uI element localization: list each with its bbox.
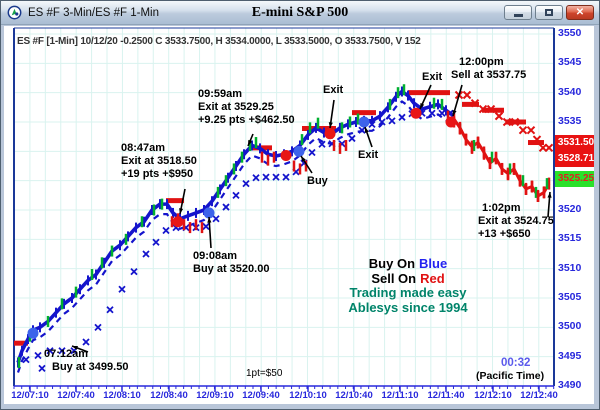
- restore-icon: [545, 9, 553, 16]
- sell-marker: [324, 128, 336, 140]
- buy-marker: [293, 145, 305, 157]
- annotation-buy-0712: 07:12am Buy at 3499.50: [44, 348, 129, 373]
- restore-button[interactable]: [535, 5, 563, 20]
- y-axis-label: 3535: [558, 115, 582, 127]
- minimize-icon: [513, 14, 523, 17]
- legend-buy-line: Buy On Blue: [368, 256, 448, 271]
- exit-label-1: Exit: [323, 84, 344, 96]
- annotation-exit-0102: 1:02pm Exit at 3524.75 +13 +$650: [478, 202, 554, 240]
- y-axis-label: 3505: [558, 291, 582, 303]
- y-axis-label: 3515: [558, 232, 582, 245]
- y-axis-label: 3490: [558, 379, 582, 391]
- x-axis-label: 12/11:10: [381, 390, 419, 401]
- x-axis-label: 12/08:10: [103, 390, 141, 401]
- x-axis-label: 12/10:40: [335, 390, 373, 401]
- annotation-exit-0847: 08:47am Exit at 3518.50 +19 pts +$950: [121, 142, 197, 180]
- price-flag: 3531.50: [555, 134, 594, 151]
- x-axis-label: 12/12:10: [474, 390, 512, 401]
- window-title-left: ES #F 3-Min/ES #F 1-Min: [28, 6, 160, 19]
- buy-label: Buy: [307, 175, 328, 187]
- annotation-exit-0959: 09:59am Exit at 3529.25 +9.25 pts +$462.…: [198, 88, 295, 126]
- clock: 00:32: [501, 357, 531, 369]
- resistance-dashes: [14, 90, 544, 346]
- y-axis-label: 3550: [558, 27, 582, 39]
- legend-sell-line: Sell On Red: [371, 270, 445, 286]
- y-axis-label: 3520: [558, 203, 582, 215]
- chart-canvas: ES #F [1-Min] 10/12/20 -0.2500 C 3533.75…: [4, 26, 594, 404]
- trade-markers: [27, 107, 457, 339]
- price-up-series: [16, 86, 456, 368]
- buy-marker: [358, 116, 370, 128]
- x-axis-label: 12/10:10: [289, 390, 327, 401]
- x-axis-label: 12/07:10: [11, 390, 49, 401]
- close-icon: ✕: [575, 7, 585, 18]
- buy-marker: [27, 327, 39, 339]
- support-x-line: [22, 109, 454, 373]
- plot-border: [13, 27, 555, 386]
- quote-header: ES #F [1-Min] 10/12/20 -0.2500 C 3533.75…: [17, 36, 421, 47]
- resistance-x-line: [454, 90, 554, 153]
- price-flag: 3525.25: [555, 171, 594, 188]
- x-axis-label: 12/12:40: [520, 390, 558, 401]
- legend-tagline-1: Trading made easy: [349, 285, 467, 300]
- annotation-buy-0908: 09:08am Buy at 3520.00: [193, 250, 270, 275]
- sell-marker: [172, 216, 184, 228]
- legend-tagline-2: Ablesys since 1994: [348, 299, 468, 315]
- window-titlebar[interactable]: ES #F 3-Min/ES #F 1-Min E-mini S&P 500 ✕: [1, 1, 599, 25]
- price-chart: [13, 27, 555, 392]
- exit-label-3: Exit: [422, 71, 443, 83]
- x-axis-label: 12/11:40: [427, 390, 465, 401]
- exit-label-2: Exit: [358, 149, 379, 161]
- x-axis-label: 12/08:40: [150, 390, 188, 401]
- close-button[interactable]: ✕: [566, 5, 594, 20]
- sell-marker: [280, 149, 292, 161]
- window-controls: ✕: [504, 5, 594, 20]
- promo-legend: Buy On Blue Sell On Red Trading made easy …: [322, 256, 494, 315]
- annotation-arrows: [71, 84, 552, 353]
- annotation-sell-1200: 12:00pm Sell at 3537.75: [451, 56, 527, 81]
- y-axis-label: 3495: [558, 349, 582, 362]
- timezone-label: (Pacific Time): [476, 370, 545, 382]
- y-axis-label: 3510: [558, 261, 582, 274]
- sell-marker: [445, 116, 457, 128]
- minimize-button[interactable]: [504, 5, 532, 20]
- point-value-note: 1pt=$50: [246, 368, 283, 379]
- y-axis-label: 3540: [558, 85, 582, 98]
- buy-marker: [203, 207, 215, 219]
- x-axis-label: 12/07:40: [57, 390, 95, 401]
- price-flag: 3528.71: [555, 150, 594, 167]
- x-axis-label: 12/09:40: [242, 390, 280, 401]
- x-axis: [13, 385, 555, 392]
- x-axis-label: 12/09:10: [196, 390, 234, 401]
- green-ticks: [17, 84, 549, 369]
- window-title-center: E-mini S&P 500: [251, 4, 349, 20]
- y-axis-label: 3500: [558, 320, 582, 333]
- app-icon: [7, 5, 22, 20]
- price-dashed-line: [16, 100, 455, 373]
- sell-marker: [410, 107, 422, 119]
- y-axis-label: 3545: [558, 56, 582, 69]
